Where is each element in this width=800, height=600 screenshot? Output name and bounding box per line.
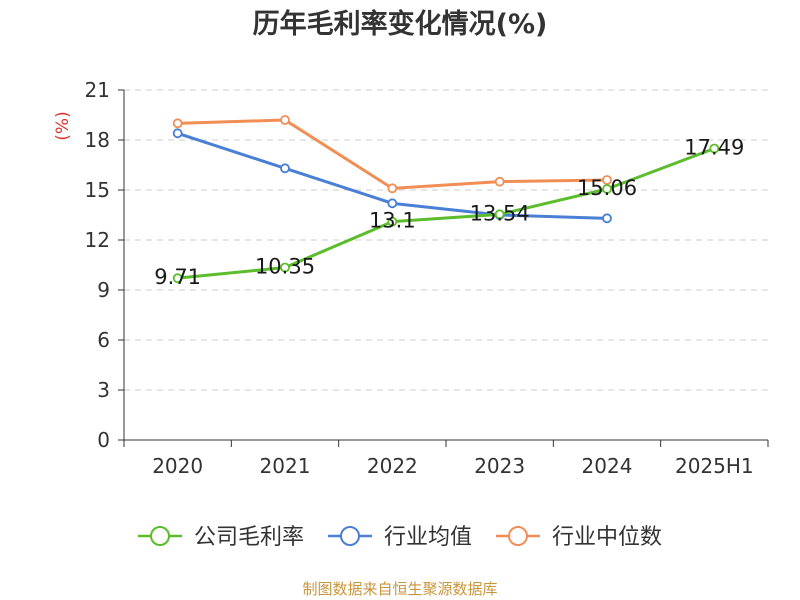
- legend-label: 行业均值: [384, 525, 472, 550]
- series-layer: [172, 115, 720, 284]
- y-tick-labels: 0 3 6 9 12 15 18 21: [85, 78, 110, 452]
- series-2: [172, 115, 612, 194]
- data-label: 9.71: [154, 265, 201, 289]
- axes: [118, 89, 769, 447]
- source-note: 制图数据来自恒生聚源数据库: [302, 580, 497, 598]
- y-tick-label: 15: [85, 178, 110, 202]
- legend-item: 行业中位数: [496, 525, 662, 550]
- gridlines: [124, 89, 768, 391]
- data-point: [494, 176, 505, 187]
- data-point: [172, 118, 183, 129]
- data-label: 15.06: [577, 176, 637, 200]
- legend-marker: [340, 526, 360, 546]
- series-0: [172, 143, 720, 284]
- y-tick-label: 6: [97, 328, 110, 352]
- data-point: [280, 163, 290, 174]
- x-tick-label: 2025H1: [675, 454, 754, 478]
- y-tick-label: 3: [97, 378, 110, 402]
- x-tick-label: 2020: [152, 454, 203, 478]
- y-tick-label: 0: [97, 428, 110, 452]
- legend: 公司毛利率 行业均值 行业中位数: [138, 525, 662, 550]
- x-tick-label: 2024: [582, 454, 633, 478]
- data-label: 13.1: [369, 209, 416, 233]
- data-label: 10.35: [255, 255, 315, 279]
- data-point: [172, 128, 183, 139]
- data-point: [602, 175, 612, 185]
- data-point: [280, 262, 290, 273]
- x-tick-label: 2021: [260, 454, 311, 478]
- data-point: [387, 183, 398, 194]
- y-tick-label: 12: [85, 228, 110, 252]
- legend-marker: [150, 526, 170, 546]
- data-point: [494, 209, 505, 220]
- y-axis-label: (%): [53, 111, 73, 140]
- y-tick-label: 18: [85, 128, 110, 152]
- legend-marker: [508, 526, 528, 546]
- data-point: [709, 143, 720, 154]
- y-tick-label: 21: [85, 78, 110, 102]
- data-point: [280, 115, 290, 125]
- data-point: [172, 273, 183, 284]
- data-point: [387, 216, 398, 227]
- data-label: 13.54: [470, 201, 530, 225]
- data-labels: 9.71 10.35 13.1 13.54 15.06 17.49: [154, 136, 744, 290]
- data-point: [387, 198, 398, 209]
- series-line: [177, 147, 715, 280]
- legend-item: 公司毛利率: [138, 525, 304, 550]
- x-tick-label: 2023: [474, 454, 525, 478]
- legend-label: 公司毛利率: [194, 525, 304, 550]
- x-tick-label: 2022: [367, 454, 418, 478]
- data-label: 17.49: [684, 136, 744, 160]
- legend-label: 行业中位数: [552, 525, 662, 550]
- x-tick-labels: 2020 2021 2022 2023 2024 2025H1: [152, 454, 753, 478]
- chart-title: 历年毛利率变化情况(%): [253, 8, 548, 40]
- data-point: [602, 213, 612, 224]
- legend-item: 行业均值: [328, 525, 472, 550]
- y-tick-label: 9: [97, 278, 110, 302]
- data-point: [602, 184, 612, 194]
